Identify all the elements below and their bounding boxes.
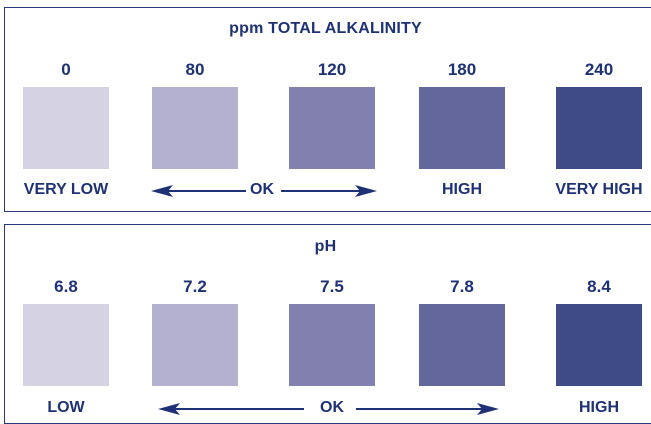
ph-arrow-right-icon (356, 402, 499, 416)
alkalinity-label-very-low: VERY LOW (23, 181, 109, 198)
alkalinity-swatch-very-low (23, 87, 109, 169)
ph-swatch-7-2 (152, 304, 238, 386)
alkalinity-swatch-80 (152, 87, 238, 169)
ph-swatch-7-5 (289, 304, 375, 386)
alkalinity-value-2: 120 (317, 60, 347, 79)
alkalinity-value-3: 180 (447, 60, 477, 79)
alkalinity-label-ok: OK (250, 181, 274, 198)
alkalinity-label-high: HIGH (442, 181, 482, 198)
ph-value-3: 7.8 (450, 277, 474, 296)
alkalinity-label-very-high: VERY HIGH (555, 181, 643, 198)
ph-swatch-7-8 (419, 304, 505, 386)
alkalinity-arrow-left-icon (151, 184, 246, 198)
alkalinity-swatch-120 (289, 87, 375, 169)
alkalinity-swatch-180 (419, 87, 505, 169)
ph-value-2: 7.5 (320, 277, 344, 296)
alkalinity-swatch-240 (556, 87, 642, 169)
ph-value-0: 6.8 (54, 277, 78, 296)
ph-swatch-8-4 (556, 304, 642, 386)
alkalinity-arrow-right-icon (281, 184, 377, 198)
ph-value-1: 7.2 (183, 277, 207, 296)
ph-swatch-6-8 (23, 304, 109, 386)
ph-label-low: LOW (47, 399, 85, 416)
alkalinity-value-1: 80 (185, 60, 205, 79)
ph-arrow-left-icon (158, 402, 304, 416)
alkalinity-value-4: 240 (584, 60, 614, 79)
ph-value-4: 8.4 (587, 277, 611, 296)
alkalinity-value-0: 0 (61, 60, 71, 79)
ph-label-ok: OK (320, 399, 344, 416)
ph-label-high: HIGH (579, 399, 619, 416)
alkalinity-title: ppm TOTAL ALKALINITY (229, 20, 422, 37)
ph-title: pH (314, 238, 337, 255)
